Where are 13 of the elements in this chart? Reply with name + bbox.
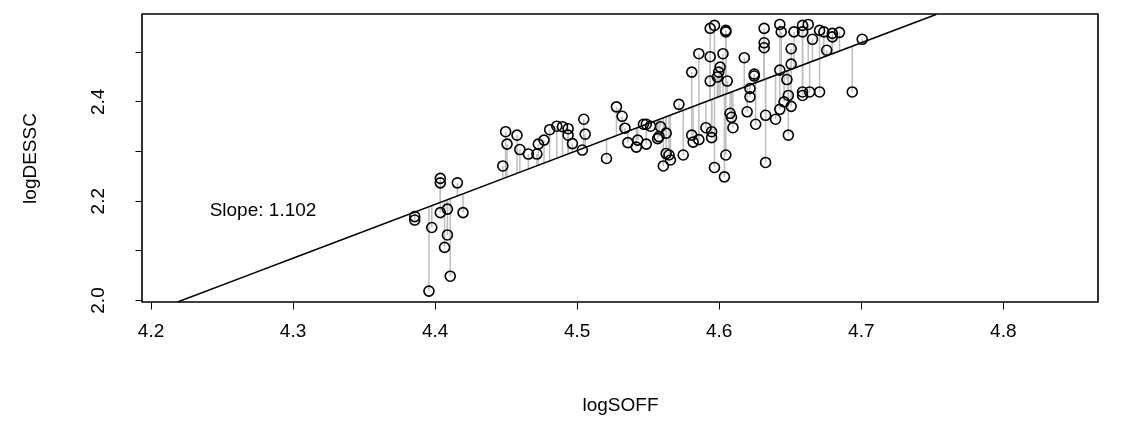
x-tick-label: 4.5 [563, 319, 591, 341]
y-tick-label: 2.4 [86, 88, 108, 116]
x-tick-label: 4.4 [421, 319, 449, 341]
x-tick-label: 4.7 [848, 319, 875, 341]
annotation: Slope: 1.102 [209, 199, 317, 220]
x-tick-label: 4.2 [137, 319, 165, 341]
x-tick-label: 4.6 [706, 319, 733, 341]
y-tick-label: 2.0 [86, 287, 108, 314]
y-tick-label: 2.2 [86, 187, 108, 215]
x-tick-label: 4.8 [990, 319, 1017, 341]
x-tick-label: 4.3 [279, 319, 307, 341]
y-axis-title: logDESSC [18, 113, 40, 204]
x-axis-title: logSOFF [582, 393, 659, 415]
